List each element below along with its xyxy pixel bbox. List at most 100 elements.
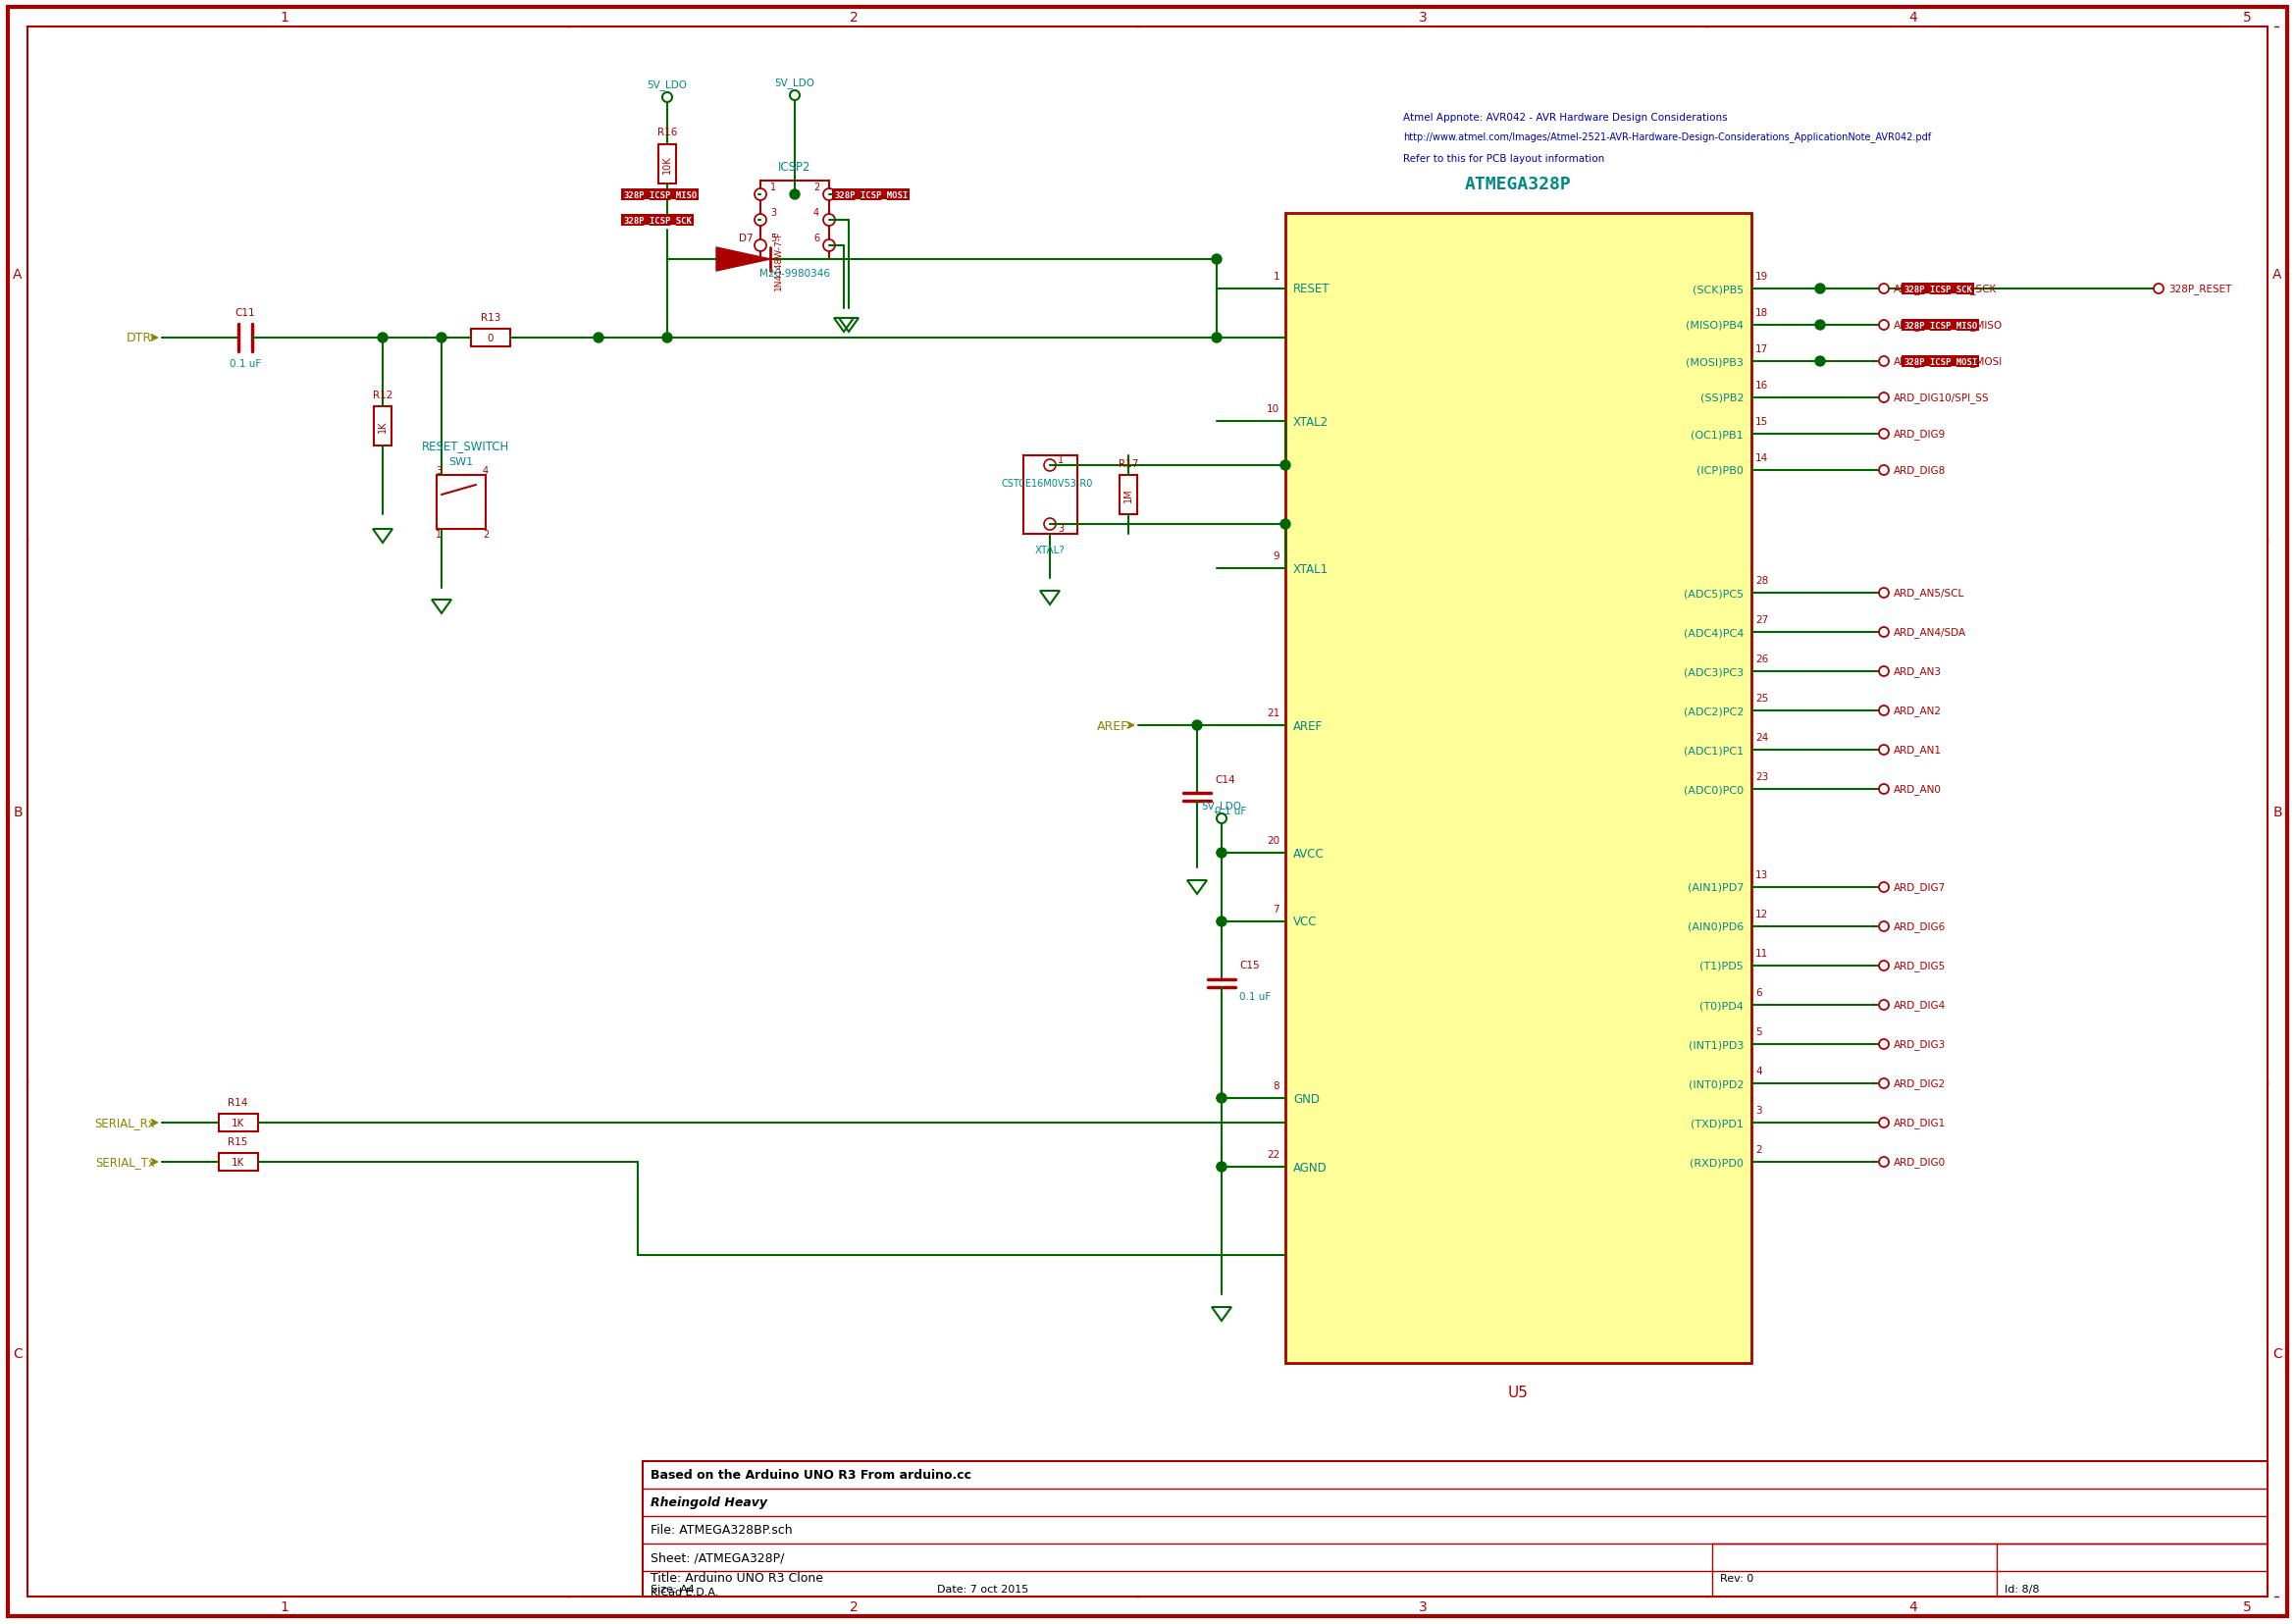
Circle shape bbox=[663, 93, 672, 102]
Circle shape bbox=[1880, 466, 1889, 476]
Circle shape bbox=[1216, 1093, 1226, 1103]
Text: (SS)PB2: (SS)PB2 bbox=[1701, 393, 1744, 403]
Bar bbox=[470, 330, 509, 348]
Text: B: B bbox=[2272, 806, 2281, 818]
Circle shape bbox=[1880, 357, 1889, 367]
Text: 3: 3 bbox=[771, 208, 776, 218]
Text: 3: 3 bbox=[1058, 523, 1063, 534]
Text: ARD_DIG2: ARD_DIG2 bbox=[1893, 1078, 1946, 1090]
Text: B: B bbox=[14, 806, 23, 818]
Text: Rheingold Heavy: Rheingold Heavy bbox=[649, 1496, 767, 1509]
Text: (INT0)PD2: (INT0)PD2 bbox=[1689, 1078, 1744, 1088]
Text: 328P_ICSP_SCK: 328P_ICSP_SCK bbox=[1903, 284, 1971, 294]
Circle shape bbox=[1880, 667, 1889, 677]
Text: Rev: 0: Rev: 0 bbox=[1719, 1574, 1753, 1583]
Text: 328P_RESET: 328P_RESET bbox=[2169, 284, 2231, 294]
Circle shape bbox=[2153, 284, 2164, 294]
Circle shape bbox=[1191, 721, 1203, 731]
Circle shape bbox=[1815, 320, 1825, 331]
Text: Atmel Appnote: AVR042 - AVR Hardware Design Considerations: Atmel Appnote: AVR042 - AVR Hardware Des… bbox=[1402, 112, 1728, 122]
Text: 10K: 10K bbox=[663, 156, 672, 174]
Text: CSTCE16M0V53-R0: CSTCE16M0V53-R0 bbox=[1001, 479, 1092, 489]
Text: R15: R15 bbox=[227, 1137, 248, 1147]
Text: 15: 15 bbox=[1756, 417, 1769, 427]
Text: (AIN1)PD7: (AIN1)PD7 bbox=[1687, 882, 1744, 893]
Text: 3: 3 bbox=[1418, 1600, 1427, 1613]
Text: 1: 1 bbox=[771, 182, 776, 192]
Text: ARD_DIG4: ARD_DIG4 bbox=[1893, 1000, 1946, 1010]
Text: 5V_LDO: 5V_LDO bbox=[647, 80, 686, 91]
Text: 13: 13 bbox=[1756, 870, 1769, 880]
Text: (OC1)PB1: (OC1)PB1 bbox=[1691, 429, 1744, 440]
Text: 28: 28 bbox=[1756, 575, 1769, 586]
Text: ARD_DIG5: ARD_DIG5 bbox=[1893, 961, 1946, 971]
Circle shape bbox=[1216, 1163, 1226, 1173]
Text: C: C bbox=[2272, 1346, 2281, 1361]
Text: (ADC3)PC3: (ADC3)PC3 bbox=[1685, 667, 1744, 677]
Text: 1N4148W-7-F: 1N4148W-7-F bbox=[773, 231, 783, 289]
Circle shape bbox=[755, 214, 767, 226]
Text: 2: 2 bbox=[482, 529, 489, 539]
Circle shape bbox=[789, 91, 799, 101]
Circle shape bbox=[755, 240, 767, 252]
Text: AGND: AGND bbox=[1292, 1161, 1327, 1174]
Circle shape bbox=[1880, 1158, 1889, 1168]
Circle shape bbox=[1880, 1117, 1889, 1127]
Text: 1: 1 bbox=[280, 1600, 289, 1613]
Text: ARD_AN4/SDA: ARD_AN4/SDA bbox=[1893, 627, 1967, 638]
Text: DTR: DTR bbox=[126, 331, 151, 344]
Text: Title: Arduino UNO R3 Clone: Title: Arduino UNO R3 Clone bbox=[649, 1572, 824, 1585]
Text: 3: 3 bbox=[1756, 1106, 1763, 1116]
Circle shape bbox=[1880, 882, 1889, 893]
Circle shape bbox=[1815, 284, 1825, 294]
Polygon shape bbox=[716, 248, 771, 271]
Text: 23: 23 bbox=[1756, 771, 1769, 781]
Circle shape bbox=[824, 214, 835, 226]
Text: ARD_DIG8: ARD_DIG8 bbox=[1893, 466, 1946, 476]
Text: R16: R16 bbox=[656, 128, 677, 138]
Text: XTAL2: XTAL2 bbox=[1292, 416, 1329, 429]
Circle shape bbox=[1880, 320, 1889, 331]
Text: 2: 2 bbox=[812, 182, 819, 192]
Text: ATMEGA328P: ATMEGA328P bbox=[1464, 175, 1572, 193]
Text: C15: C15 bbox=[1239, 960, 1260, 971]
Bar bbox=[760, 182, 828, 260]
Text: 22: 22 bbox=[1267, 1150, 1281, 1160]
Bar bbox=[659, 145, 677, 184]
Text: ARD_DIG13/SPI_SCK: ARD_DIG13/SPI_SCK bbox=[1893, 284, 1997, 294]
Text: 4: 4 bbox=[812, 208, 819, 218]
Text: 8: 8 bbox=[1274, 1080, 1281, 1090]
Text: GND: GND bbox=[1292, 1091, 1320, 1104]
Circle shape bbox=[1216, 814, 1226, 823]
Bar bbox=[1120, 476, 1138, 515]
Text: 328P_ICSP_SCK: 328P_ICSP_SCK bbox=[622, 216, 691, 226]
Circle shape bbox=[1044, 518, 1056, 531]
Text: Date: 7 oct 2015: Date: 7 oct 2015 bbox=[936, 1583, 1028, 1593]
Text: 19: 19 bbox=[1756, 271, 1769, 281]
Text: ARD_DIG1: ARD_DIG1 bbox=[1893, 1117, 1946, 1129]
Text: (MOSI)PB3: (MOSI)PB3 bbox=[1687, 357, 1744, 367]
Text: 14: 14 bbox=[1756, 453, 1769, 463]
Text: Size: A4: Size: A4 bbox=[649, 1583, 695, 1593]
Circle shape bbox=[1880, 429, 1889, 440]
Text: 18: 18 bbox=[1756, 309, 1769, 318]
Circle shape bbox=[755, 190, 767, 201]
Circle shape bbox=[1880, 961, 1889, 971]
Circle shape bbox=[1815, 357, 1825, 367]
Text: 1: 1 bbox=[1274, 271, 1281, 281]
Text: XTAL?: XTAL? bbox=[1035, 546, 1065, 555]
Text: 0.1 uF: 0.1 uF bbox=[1214, 806, 1246, 815]
Text: XTAL1: XTAL1 bbox=[1292, 562, 1329, 575]
Text: 16: 16 bbox=[1756, 380, 1769, 390]
Text: AREF: AREF bbox=[1097, 719, 1129, 732]
Circle shape bbox=[1880, 284, 1889, 294]
Text: (SCK)PB5: (SCK)PB5 bbox=[1691, 284, 1744, 294]
Text: RESET: RESET bbox=[1292, 283, 1331, 296]
Circle shape bbox=[1281, 520, 1290, 529]
Bar bbox=[218, 1114, 257, 1132]
Text: C14: C14 bbox=[1214, 775, 1235, 784]
Text: (ADC4)PC4: (ADC4)PC4 bbox=[1682, 627, 1744, 638]
Text: (MISO)PB4: (MISO)PB4 bbox=[1687, 320, 1744, 331]
Text: R13: R13 bbox=[480, 313, 500, 323]
Bar bbox=[436, 476, 487, 529]
